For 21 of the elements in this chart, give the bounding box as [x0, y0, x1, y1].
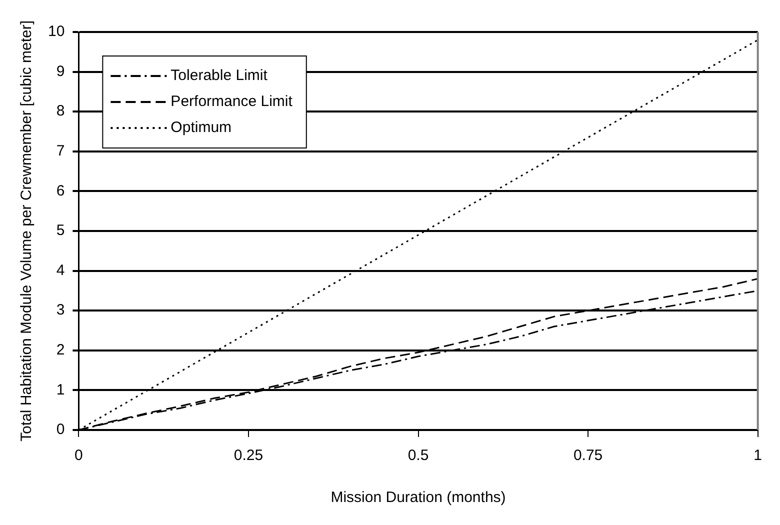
y-tick-label: 1	[56, 381, 65, 398]
y-tick-label: 0	[56, 421, 65, 438]
x-tick-label: 0	[74, 447, 83, 464]
y-tick-label: 5	[56, 222, 65, 240]
x-tick-label: 0.75	[573, 447, 603, 464]
y-tick-label: 2	[56, 342, 65, 359]
y-tick-label: 4	[56, 262, 65, 279]
y-tick-label: 7	[56, 142, 65, 160]
legend-label: Optimum	[170, 119, 232, 136]
y-tick-label: 3	[56, 302, 65, 319]
x-tick-label: 0.5	[408, 447, 429, 464]
legend-label: Performance Limit	[170, 93, 294, 110]
y-axis-title: Total Habitation Module Volume per Crewmember [cubic meter]	[18, 20, 36, 442]
legend-label: Tolerable Limit	[170, 67, 268, 84]
x-axis-title: Mission Duration (months)	[330, 489, 506, 506]
x-tick-label: 0.25	[234, 447, 264, 464]
y-tick-label: 6	[56, 182, 65, 200]
x-tick-label: 1	[754, 447, 762, 464]
y-tick-label: 10	[48, 23, 65, 40]
y-tick-label: 8	[56, 102, 65, 120]
y-tick-label: 9	[56, 62, 65, 80]
